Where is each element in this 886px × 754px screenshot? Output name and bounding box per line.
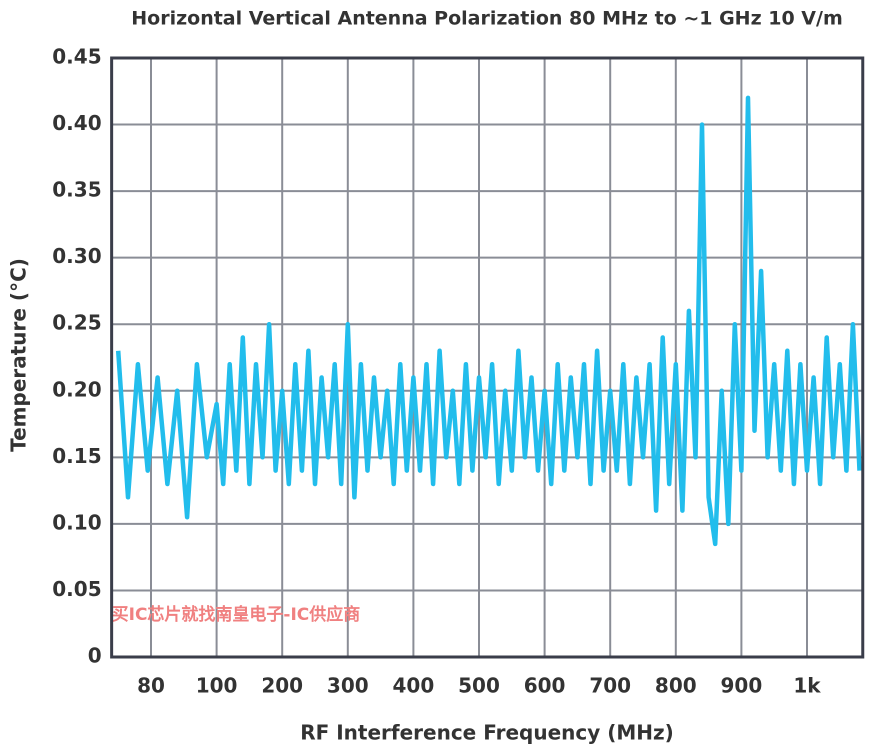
y-tick-label: 0.25: [52, 311, 101, 335]
x-axis-label: RF Interference Frequency (MHz): [300, 721, 674, 745]
y-tick-label: 0.10: [52, 510, 101, 534]
x-tick-label: 600: [524, 674, 566, 698]
x-tick-label: 500: [458, 674, 500, 698]
x-tick-label: 800: [655, 674, 697, 698]
x-tick-label: 300: [327, 674, 369, 698]
chart-title: Horizontal Vertical Antenna Polarization…: [131, 8, 843, 30]
y-tick-label: 0: [88, 644, 102, 668]
data-line: [115, 95, 862, 547]
y-tick-label: 0.35: [52, 178, 101, 202]
y-tick-label: 0.40: [52, 111, 101, 135]
plot-frame: [110, 56, 865, 659]
x-tick-label: 100: [196, 674, 238, 698]
x-tick-label: 200: [261, 674, 303, 698]
x-tick-label: 900: [721, 674, 763, 698]
x-tick-label: 700: [589, 674, 631, 698]
annotation: 买IC芯片就找南皇电子-IC供应商: [112, 604, 361, 625]
y-tick-label: 0.05: [52, 577, 101, 601]
y-tick-label: 0.20: [52, 377, 101, 401]
y-tick-label: 0.30: [52, 244, 101, 268]
x-tick-label: 400: [393, 674, 435, 698]
y-tick-label: 0.45: [52, 45, 101, 69]
y-axis-label: Temperature (°C): [7, 258, 31, 452]
x-tick-label: 80: [137, 674, 165, 698]
x-tick-label: 1k: [793, 674, 821, 698]
y-tick-label: 0.15: [52, 444, 101, 468]
